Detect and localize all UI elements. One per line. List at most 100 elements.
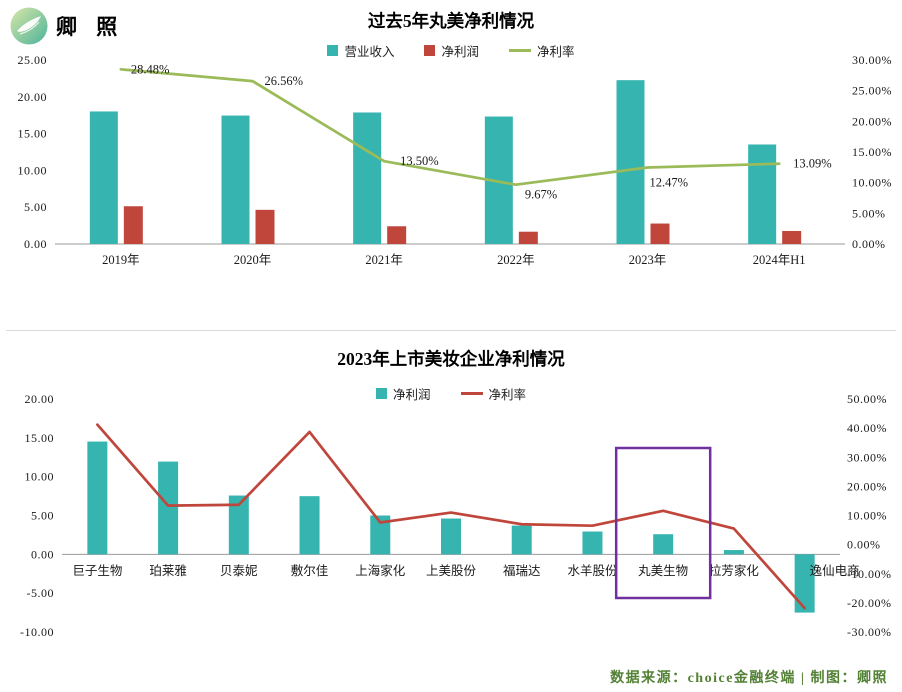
brand: 卿 照 [10, 7, 124, 45]
legend-item-net-margin-2: 净利率 [460, 384, 526, 403]
category-labels: 巨子生物 珀莱雅 贝泰妮 敷尔佳 上海家化 上美股份 福瑞达 水羊股份 丸美生物 拉芳家化 逸仙电商 [72, 563, 859, 578]
bar-敷尔佳 [299, 496, 320, 555]
left-tick-label: 0.00 [31, 547, 54, 561]
right-tick-label: -20.00% [847, 596, 892, 610]
category-label: 敷尔佳 [291, 563, 329, 578]
bar-巨子生物 [87, 441, 108, 555]
chart2-title: 2023年上市美妆企业净利情况 [337, 349, 565, 369]
right-tick-label: 0.00% [847, 538, 881, 552]
section-divider [6, 330, 896, 331]
left-tick-label: 5.00 [24, 200, 47, 214]
category-label: 2020年 [234, 253, 272, 267]
left-tick-label: 15.00 [25, 431, 55, 445]
line-净利率 [119, 67, 781, 187]
net-margin-swatch-2 [460, 392, 483, 395]
left-tick-label: 25.00 [18, 53, 48, 67]
category-label: 贝泰妮 [220, 564, 258, 578]
legend-item-net-profit-2: 净利润 [375, 384, 431, 403]
left-tick-label: -5.00 [27, 586, 55, 600]
bar-2019年 [123, 206, 143, 244]
brand-name: 卿 照 [56, 15, 125, 39]
legend-item-net-profit: 净利润 [424, 41, 479, 60]
right-axis-ticks: 50.00% 40.00% 30.00% 20.00% 10.00% 0.00% -10.0… [847, 393, 892, 639]
highlight-box [614, 446, 712, 600]
category-label: 2019年 [102, 253, 140, 267]
bar-2023年 [650, 223, 670, 244]
bar-2021年 [353, 112, 382, 244]
category-label: 逸仙电商 [810, 563, 860, 578]
right-axis-ticks: 30.00% 25.00% 20.00% 15.00% 10.00% 5.00% 0.00% [852, 53, 892, 251]
category-label: 水羊股份 [567, 563, 618, 578]
point-label: 9.67% [525, 188, 557, 202]
right-tick-label: 40.00% [847, 421, 887, 435]
bars-净利润 [123, 206, 802, 244]
right-tick-label: -10.00% [847, 567, 892, 581]
revenue-swatch [327, 45, 339, 56]
footer-credit: 数据来源：choice金融终端 | 制图：卿照 [610, 671, 888, 686]
bar-上海家化 [370, 515, 391, 555]
bar-2021年 [387, 226, 407, 244]
point-label: 13.50% [400, 154, 439, 168]
left-tick-label: -10.00 [20, 625, 54, 639]
bar-水羊股份 [582, 531, 603, 555]
category-label: 福瑞达 [503, 563, 541, 578]
left-tick-label: 20.00 [25, 393, 55, 406]
right-tick-label: 25.00% [852, 84, 892, 98]
line-point-labels: 28.48% 26.56% 13.50% 9.67% 12.47% 13.09% [131, 62, 832, 201]
category-label: 珀莱雅 [149, 563, 187, 578]
bars-营业收入 [89, 80, 777, 245]
category-label: 2024年H1 [753, 253, 806, 267]
bar-2024年H1 [748, 144, 777, 244]
left-tick-label: 10.00 [25, 470, 55, 484]
bar-贝泰妮 [228, 495, 249, 555]
left-tick-label: 20.00 [18, 90, 48, 104]
left-tick-label: 10.00 [18, 163, 48, 177]
bar-2022年 [518, 231, 538, 244]
left-tick-label: 15.00 [18, 127, 48, 141]
right-tick-label: 20.00% [852, 114, 892, 128]
bar-拉芳家化 [723, 550, 744, 555]
bar-2024年H1 [782, 230, 802, 244]
point-label: 13.09% [793, 157, 832, 171]
chart1-title: 过去5年丸美净利情况 [367, 11, 535, 31]
right-tick-label: 0.00% [852, 237, 886, 251]
bar-2019年 [89, 111, 118, 244]
legend-item-label: 净利率 [537, 45, 575, 59]
bar-逸仙电商 [794, 554, 815, 613]
left-tick-label: 5.00 [31, 509, 54, 523]
right-tick-label: -30.00% [847, 625, 892, 639]
brand-logo-icon [10, 7, 48, 45]
legend-item-label: 净利润 [392, 388, 431, 402]
right-tick-label: 10.00% [847, 509, 887, 523]
net-profit-swatch-2 [375, 388, 387, 399]
category-label: 2021年 [365, 253, 403, 267]
legend-item-label: 营业收入 [344, 45, 395, 59]
category-label: 2022年 [497, 253, 535, 267]
category-label: 2023年 [629, 253, 667, 267]
left-tick-label: 0.00 [24, 237, 47, 251]
bar-丸美生物 [653, 534, 674, 555]
category-labels: 2019年 2020年 2021年 2022年 2023年 2024年H1 [102, 253, 805, 267]
bars-净利润 [87, 441, 815, 613]
right-tick-label: 20.00% [847, 479, 887, 493]
bar-上美股份 [441, 518, 461, 555]
left-axis-ticks: 25.00 20.00 15.00 10.00 5.00 0.00 [18, 53, 48, 251]
point-label: 26.56% [265, 74, 304, 88]
category-label: 丸美生物 [638, 564, 688, 578]
left-axis-ticks: 20.00 15.00 10.00 5.00 0.00 -5.00 -10.00 [20, 393, 54, 639]
bar-珀莱雅 [158, 461, 179, 555]
legend-item-net-margin: 净利率 [509, 41, 575, 60]
net-margin-swatch [509, 49, 531, 52]
bar-2023年 [616, 80, 645, 244]
chart1-plot: 25.00 20.00 15.00 10.00 5.00 0.00 30.00% 25.00%… [18, 53, 892, 267]
category-label: 拉芳家化 [709, 563, 760, 578]
category-label: 巨子生物 [72, 564, 122, 578]
right-tick-label: 30.00% [852, 53, 892, 67]
right-tick-label: 50.00% [847, 393, 887, 406]
bar-2020年 [255, 209, 275, 244]
chart2-plot: 20.00 15.00 10.00 5.00 0.00 -5.00 -10.00 50.00%… [20, 393, 892, 639]
category-label: 上海家化 [355, 563, 406, 578]
legend-item-revenue: 营业收入 [327, 41, 394, 60]
point-label: 28.48% [131, 62, 170, 76]
